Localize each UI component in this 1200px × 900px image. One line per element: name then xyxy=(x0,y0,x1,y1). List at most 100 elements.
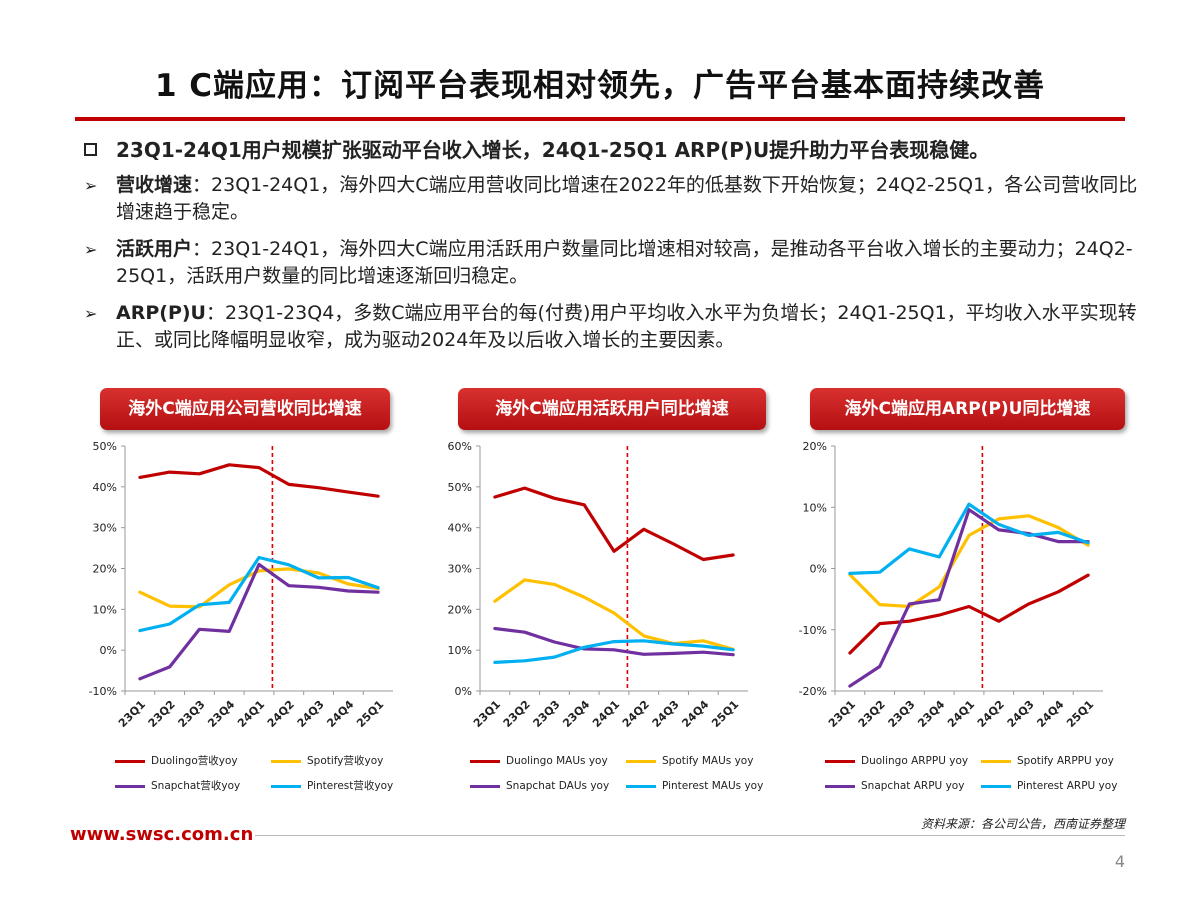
slide-title: 1 C端应用：订阅平台表现相对领先，广告平台基本面持续改善 xyxy=(154,68,1046,104)
legend-label: Duolingo MAUs yoy xyxy=(506,755,608,767)
legend-swatch xyxy=(626,784,656,788)
x-tick-label: 23Q1 xyxy=(116,698,148,730)
series-line xyxy=(138,562,380,681)
series-line xyxy=(138,463,380,498)
line-chart-svg: -10%0%10%20%30%40%50%23Q123Q223Q323Q424Q… xyxy=(89,440,393,730)
y-tick-label: -20% xyxy=(799,685,827,698)
y-tick-label: 10% xyxy=(803,501,827,514)
y-tick-label: 10% xyxy=(448,644,472,657)
legend-label: Pinterest营收yoy xyxy=(307,780,394,792)
x-tick-label: 23Q3 xyxy=(531,698,563,730)
legend-label: Spotify营收yoy xyxy=(307,755,384,767)
legend-label: Pinterest ARPU yoy xyxy=(1017,780,1118,792)
sub-bullet: ➢ 活跃用户：23Q1-24Q1，海外四大C端应用活跃用户数量同比增速相对较高，… xyxy=(82,236,1142,290)
x-tick-label: 23Q2 xyxy=(501,698,533,730)
revenue-growth-chart: 海外C端应用公司营收同比增速 -10% 0% 10% 20% 30% 40% 50% 23Q1… xyxy=(75,388,415,808)
footer-divider xyxy=(255,835,1125,836)
series-line xyxy=(493,486,735,562)
bullet-text: ：23Q1-24Q1，海外四大C端应用活跃用户数量同比增速相对较高，是推动各平台… xyxy=(116,238,1133,287)
x-tick-label: 24Q4 xyxy=(679,698,711,730)
x-tick-label: 24Q4 xyxy=(1034,698,1066,730)
title-divider xyxy=(75,117,1125,121)
arrow-bullet-icon: ➢ xyxy=(84,304,98,323)
y-tick-label: 30% xyxy=(448,563,472,576)
arrow-bullet-icon: ➢ xyxy=(84,176,98,195)
legend-item: Pinterest营收yoy xyxy=(271,778,393,794)
x-tick-label: 23Q2 xyxy=(146,698,178,730)
line-chart-svg: 0% 10% 20% 30% 40% 50% 60% 23Q123Q223Q323Q424Q1… xyxy=(448,440,748,730)
x-tick-label: 24Q2 xyxy=(975,698,1007,730)
legend-item: Pinterest ARPU yoy xyxy=(981,778,1117,794)
series-line xyxy=(493,578,735,651)
line-chart-svg: -20% -10% 0% 10% 20% 23Q123Q223Q323Q424Q124Q2… xyxy=(799,440,1103,730)
y-tick-label: 0% xyxy=(455,685,472,698)
legend-swatch xyxy=(271,784,301,788)
y-tick-label: -10% xyxy=(89,685,117,698)
checkbox-bullet-icon xyxy=(84,143,97,156)
legend-swatch xyxy=(626,759,656,763)
legend-label: Duolingo ARPPU yoy xyxy=(861,755,969,767)
sub-bullet: ➢ ARP(P)U：23Q1-23Q4，多数C端应用平台的每(付费)用户平均收入… xyxy=(82,300,1142,354)
legend-item: Snapchat营收yoy xyxy=(115,778,240,794)
series-line xyxy=(493,626,735,657)
x-tick-label: 24Q1 xyxy=(235,698,267,730)
chart-title: 海外C端应用公司营收同比增速 xyxy=(100,388,390,430)
legend-swatch xyxy=(981,784,1011,788)
active-users-growth-chart: 海外C端应用活跃用户同比增速 0% 10% 20% 30% 40% 50% 60% 23Q1 2… xyxy=(430,388,770,808)
x-tick-label: 23Q4 xyxy=(205,698,237,730)
legend-swatch xyxy=(115,784,145,788)
series-line xyxy=(848,573,1090,655)
bullet-keyword: 营收增速 xyxy=(116,174,193,196)
series-line xyxy=(138,555,380,633)
series-line xyxy=(138,567,380,609)
main-bullet: 23Q1-24Q1用户规模扩张驱动平台收入增长，24Q1-25Q1 ARP(P)… xyxy=(82,136,1142,164)
legend-item: Spotify营收yoy xyxy=(271,753,383,769)
legend-item: Snapchat ARPU yoy xyxy=(825,778,964,794)
x-tick-label: 24Q1 xyxy=(590,698,622,730)
legend-label: Snapchat营收yoy xyxy=(151,780,241,792)
sub-bullet: ➢ 营收增速：23Q1-24Q1，海外四大C端应用营收同比增速在2022年的低基… xyxy=(82,172,1142,226)
y-tick-label: 0% xyxy=(100,644,117,657)
bullet-text: ：23Q1-23Q4，多数C端应用平台的每(付费)用户平均收入水平为负增长；24… xyxy=(116,302,1137,351)
legend-label: Pinterest MAUs yoy xyxy=(662,780,764,792)
page-number: 4 xyxy=(1114,852,1125,871)
legend-label: Duolingo营收yoy xyxy=(151,755,238,767)
legend-swatch xyxy=(825,784,855,788)
legend-label: Spotify MAUs yoy xyxy=(662,755,754,767)
y-tick-label: 40% xyxy=(448,522,472,535)
arrow-bullet-icon: ➢ xyxy=(84,240,98,259)
x-tick-label: 23Q3 xyxy=(176,698,208,730)
y-tick-label: 20% xyxy=(448,603,472,616)
legend-swatch xyxy=(271,759,301,763)
x-tick-label: 23Q4 xyxy=(915,698,947,730)
main-bullet-text: 23Q1-24Q1用户规模扩张驱动平台收入增长，24Q1-25Q1 ARP(P)… xyxy=(116,138,990,162)
chart-title: 海外C端应用活跃用户同比增速 xyxy=(458,388,766,430)
y-tick-label: 20% xyxy=(803,440,827,453)
x-tick-label: 25Q1 xyxy=(709,698,741,730)
y-tick-label: 50% xyxy=(93,440,117,453)
x-tick-label: 23Q2 xyxy=(856,698,888,730)
legend-item: Duolingo营收yoy xyxy=(115,753,238,769)
y-tick-label: -10% xyxy=(799,624,827,637)
legend-item: Pinterest MAUs yoy xyxy=(626,778,763,794)
website-link[interactable]: www.swsc.com.cn xyxy=(70,824,254,845)
x-tick-label: 23Q4 xyxy=(560,698,592,730)
x-tick-label: 24Q2 xyxy=(620,698,652,730)
bullet-text: ：23Q1-24Q1，海外四大C端应用营收同比增速在2022年的低基数下开始恢复… xyxy=(116,174,1138,223)
legend-swatch xyxy=(825,759,855,763)
bullet-keyword: 活跃用户 xyxy=(116,238,193,260)
legend-label: Snapchat ARPU yoy xyxy=(861,780,965,792)
y-tick-label: 20% xyxy=(93,563,117,576)
x-tick-label: 24Q3 xyxy=(1005,698,1037,730)
y-tick-label: 60% xyxy=(448,440,472,453)
legend-swatch xyxy=(470,784,500,788)
legend-label: Snapchat DAUs yoy xyxy=(506,780,610,792)
x-tick-label: 24Q4 xyxy=(324,698,356,730)
x-tick-label: 24Q2 xyxy=(265,698,297,730)
bullet-keyword: ARP(P)U xyxy=(116,302,206,324)
series-line xyxy=(493,639,735,664)
x-tick-label: 23Q1 xyxy=(826,698,858,730)
series-line xyxy=(848,514,1090,609)
legend-swatch xyxy=(115,759,145,763)
legend-item: Duolingo MAUs yoy xyxy=(470,753,608,769)
